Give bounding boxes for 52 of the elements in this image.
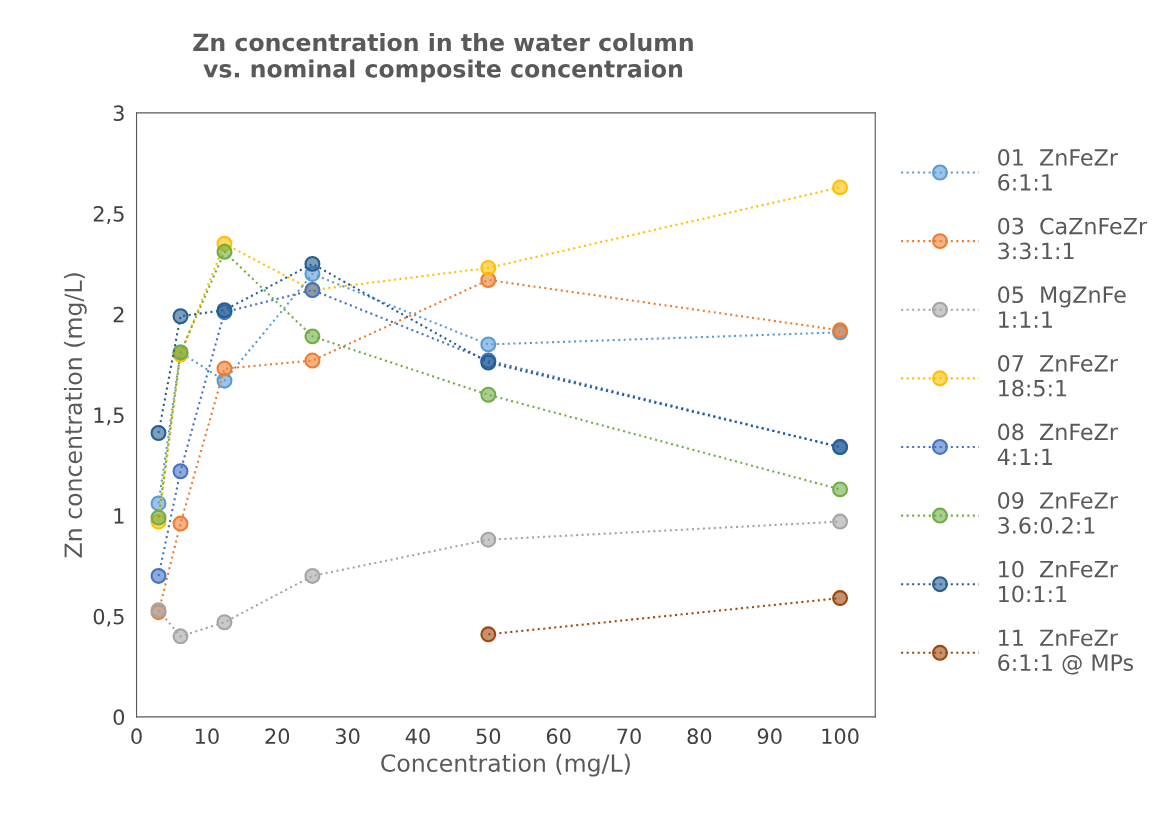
y-tick-label: 1 — [114, 508, 124, 524]
point — [480, 626, 497, 643]
point — [480, 259, 497, 276]
x-tick-label: 30 — [335, 728, 360, 745]
x-tick-label: 80 — [687, 728, 712, 745]
x-axis-title: Concentration (mg/L) — [381, 753, 630, 777]
y-tick-label: 0 — [113, 709, 125, 726]
legend-label: 11 ZnFeZr 6:1:1 @ MPs — [998, 629, 1134, 675]
point — [172, 463, 189, 480]
legend-label: 08 ZnFeZr 4:1:1 — [997, 423, 1118, 465]
x-tick-label: 0 — [131, 728, 142, 745]
y-axis-title: Zn concentration (mg/L) — [63, 273, 87, 558]
y-tick-label: 0,5 — [93, 608, 124, 627]
point — [480, 386, 497, 403]
legend-label: 07 ZnFeZr 18:5:1 — [998, 354, 1118, 397]
point — [832, 590, 849, 607]
point — [480, 336, 497, 353]
x-tick-label: 60 — [546, 728, 571, 745]
x-tick-label: 100 — [822, 728, 859, 745]
chart-title: Zn concentration in the water column vs. nominal composite concentraion — [193, 32, 693, 83]
point — [304, 352, 321, 369]
x-tick-label: 10 — [195, 728, 219, 745]
legend-label: 10 ZnFeZr 10:1:1 — [999, 560, 1118, 603]
point — [304, 255, 321, 272]
point — [216, 360, 233, 377]
point — [150, 509, 167, 526]
point — [832, 513, 849, 530]
point — [832, 481, 849, 498]
point — [304, 567, 321, 584]
x-tick-label: 20 — [265, 728, 290, 745]
legend-label: 05 MgZnFe 1:1:1 — [998, 286, 1126, 328]
point — [172, 628, 189, 645]
point — [216, 614, 233, 631]
legend-label: 09 ZnFeZr 3.6:0.2:1 — [998, 492, 1118, 534]
point — [172, 515, 189, 532]
point — [832, 179, 849, 196]
x-tick-label: 70 — [617, 728, 641, 745]
point — [304, 328, 321, 345]
point — [150, 567, 167, 584]
point — [216, 243, 233, 260]
legend-label: 01 ZnFeZr 6:1:1 — [998, 149, 1118, 191]
x-tick-label: 40 — [405, 728, 430, 745]
point — [480, 531, 497, 548]
legend-label: 03 CaZnFeZr 3:3:1:1 — [998, 217, 1148, 260]
y-tick-label: 2,5 — [93, 206, 124, 224]
y-tick-label: 1,5 — [94, 407, 124, 426]
point — [150, 425, 167, 441]
y-tick-label: 3 — [113, 105, 124, 122]
point — [172, 308, 189, 325]
x-tick-label: 90 — [757, 728, 782, 745]
y-tick-label: 2 — [113, 306, 124, 323]
x-tick-label: 50 — [476, 728, 501, 745]
